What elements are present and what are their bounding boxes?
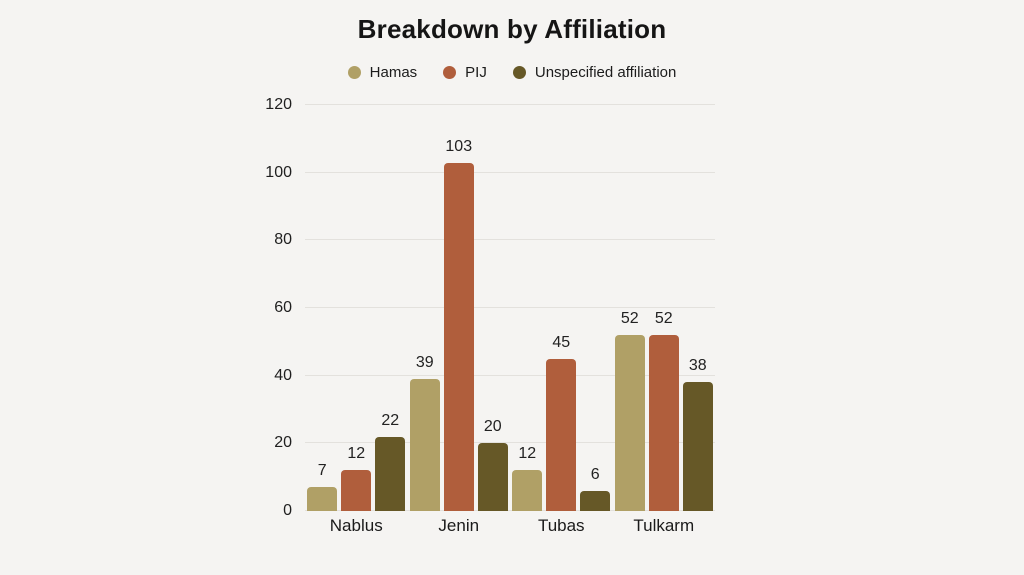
legend-swatch-icon [512,66,526,79]
y-tick-label: 40 [274,366,292,384]
bar-value-label: 52 [620,310,639,328]
bar-groups: 7 12 22 39 103 20 12 45 6 52 52 38 [305,105,715,511]
gridline [305,239,715,241]
chart-title: Breakdown by Affiliation [357,14,667,44]
bar-jenin-pij: 103 [443,138,474,511]
y-tick-label: 60 [274,299,292,316]
bar-value-label: 39 [415,354,434,372]
bar-group-tulkarm: 52 52 38 [613,105,716,511]
legend-label: Unspecified affiliation [534,64,677,81]
bar-value-label: 38 [688,357,707,375]
y-tick-label: 100 [265,163,292,181]
bar-tulkarm-hamas: 52 [614,310,645,511]
y-tick-label: 80 [274,231,292,249]
gridline [305,171,715,173]
gridline [305,104,715,105]
legend-swatch-icon [443,66,457,79]
bar-jenin-unspecified-affiliation: 20 [477,418,508,511]
bar-value-label: 103 [445,137,473,155]
gridline [305,442,715,444]
gridline [305,374,715,376]
y-tick-label: 0 [283,502,292,519]
bar-jenin-hamas: 39 [409,354,440,511]
bar-nablus-pij: 12 [341,445,372,511]
x-tick-label-tubas: Tubas [537,516,585,535]
x-tick-label-jenin: Jenin [438,516,480,535]
y-tick-label: 120 [265,96,292,113]
bar-value-label: 12 [347,445,366,463]
chart-legend: Hamas PIJ Unspecified affiliation [0,64,1024,81]
bar-value-label: 20 [483,418,502,436]
legend-swatch-icon [347,66,361,79]
bar-nablus-hamas: 7 [307,462,338,511]
gridline [305,307,715,308]
bar-nablus-unspecified-affiliation: 22 [375,412,406,511]
x-tick-label-tulkarm: Tulkarm [633,516,695,535]
legend-label: Hamas [369,64,418,81]
plot-area: 7 12 22 39 103 20 12 45 6 52 52 38 [305,104,715,511]
bar-tulkarm-pij: 52 [648,310,679,511]
bar-value-label: 12 [518,445,537,463]
bar-tulkarm-unspecified-affiliation: 38 [682,357,713,511]
bar-tubas-hamas: 12 [512,445,543,511]
bar-group-nablus: 7 12 22 [305,105,408,511]
bar-tubas-pij: 45 [546,334,577,511]
legend-label: PIJ [465,64,487,81]
gridline [305,510,715,511]
bar-group-tubas: 12 45 6 [510,105,613,511]
legend-item-hamas: Hamas [347,64,418,81]
legend-item-pij: PIJ [443,64,487,81]
bar-group-jenin: 39 103 20 [408,105,511,511]
x-tick-label-nablus: Nablus [329,516,383,535]
legend-item-unspecified-affiliation: Unspecified affiliation [512,64,677,81]
x-axis: Nablus Jenin Tubas Tulkarm [305,516,715,536]
bar-value-label: 6 [590,465,600,483]
bar-value-label: 45 [552,333,571,351]
bar-tubas-unspecified-affiliation: 6 [580,466,611,511]
y-axis: 0 20 40 60 80 100 120 [230,96,292,519]
bar-value-label: 22 [381,411,400,429]
y-tick-label: 20 [274,434,292,452]
bar-value-label: 52 [654,310,673,328]
bar-value-label: 7 [317,462,327,480]
